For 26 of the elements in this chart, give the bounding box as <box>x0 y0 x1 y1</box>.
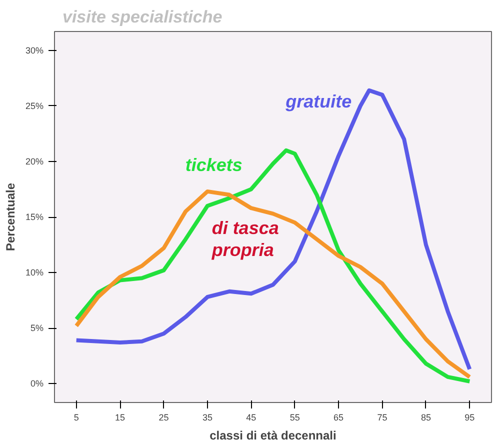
x-tick-label: 85 <box>420 412 431 422</box>
y-tick-label: 0% <box>30 378 44 389</box>
line-series <box>74 88 472 372</box>
x-tick-label: 75 <box>377 412 388 422</box>
y-tick-label: 20% <box>25 156 44 166</box>
x-tick-label: 95 <box>464 412 475 422</box>
series-label: tickets <box>185 154 242 175</box>
y-axis-title: Percentuale <box>3 182 18 252</box>
chart-title: visite specialistiche <box>62 8 222 26</box>
series-label: gratuite <box>284 91 352 112</box>
x-tick-label: 55 <box>290 412 300 422</box>
y-tick-label: 25% <box>25 100 44 111</box>
line-series <box>74 189 472 379</box>
y-tick-label: 10% <box>25 268 44 278</box>
y-tick-label: 15% <box>25 212 44 222</box>
line-series <box>74 148 472 384</box>
x-tick-label: 35 <box>202 412 212 422</box>
x-tick-label: 65 <box>334 412 344 422</box>
x-tick-label: 15 <box>115 412 126 422</box>
y-tick-label: 5% <box>30 323 44 334</box>
series-label: di tasca propria <box>210 218 279 260</box>
x-tick-label: 5 <box>74 412 79 422</box>
y-tick-label: 30% <box>25 45 44 56</box>
x-axis-title: classi di età decennali <box>210 428 336 442</box>
x-tick-label: 45 <box>246 412 256 422</box>
x-tick-label: 25 <box>158 412 169 422</box>
